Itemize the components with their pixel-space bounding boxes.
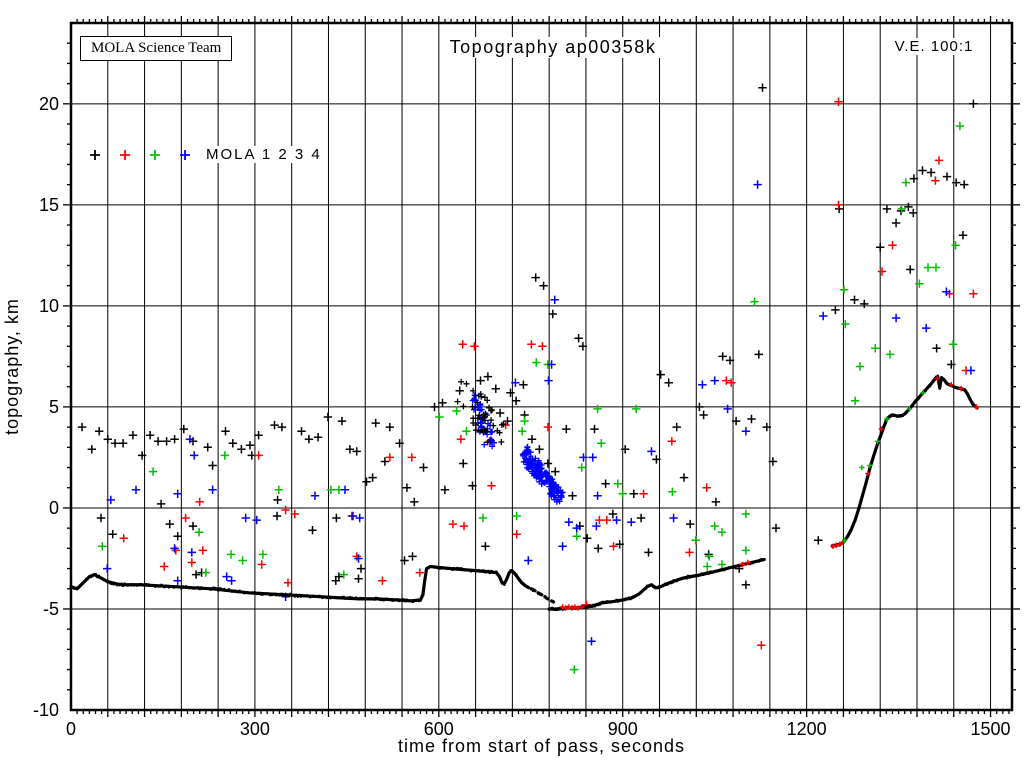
x-tick-label: 900 <box>608 719 638 739</box>
scatter-series-mola-4 <box>103 180 976 646</box>
scatter-series-mola-3 <box>98 121 965 674</box>
y-tick-label: 10 <box>39 296 59 316</box>
scatter-series-mola-2 <box>119 97 978 650</box>
x-tick-label: 300 <box>240 719 270 739</box>
x-axis-title: time from start of pass, seconds <box>398 736 685 756</box>
legend-marker-icon <box>90 150 100 160</box>
axis-ticks <box>63 16 1020 717</box>
on-track-overlay-points <box>559 375 980 611</box>
chart-title: Topography ap00358k <box>439 37 667 58</box>
y-tick-label: -10 <box>33 700 59 720</box>
ground-track-trace <box>69 374 979 612</box>
y-tick-label: 15 <box>39 195 59 215</box>
x-tick-label: 1200 <box>787 719 827 739</box>
scatter-series-mola-1 <box>77 83 978 589</box>
legend-markers <box>90 150 190 160</box>
legend-marker-icon <box>120 150 130 160</box>
y-tick-label: 20 <box>39 94 59 114</box>
grid-lines <box>71 23 1012 710</box>
legend-marker-icon <box>180 150 190 160</box>
x-tick-label: 1500 <box>971 719 1011 739</box>
cluster-points <box>454 378 566 505</box>
tick-labels: 0 300 600 900 1200 1500 -10 -5 0 5 10 15 20 time from… <box>2 94 1011 756</box>
legend-label: MOLA 1 2 3 4 <box>201 146 327 163</box>
science-team-credit-box: MOLA Science Team <box>80 36 233 61</box>
x-tick-label: 0 <box>66 719 76 739</box>
y-tick-label: 0 <box>49 498 59 518</box>
vertical-exaggeration-label: V.E. 100:1 <box>888 38 980 55</box>
plot-frame <box>69 21 1014 712</box>
y-tick-label: -5 <box>43 599 59 619</box>
y-axis-title: topography, km <box>2 298 22 435</box>
legend-marker-icon <box>150 150 160 160</box>
x-tick-label: 600 <box>424 719 454 739</box>
scatter-points <box>77 83 978 674</box>
y-tick-label: 5 <box>49 397 59 417</box>
